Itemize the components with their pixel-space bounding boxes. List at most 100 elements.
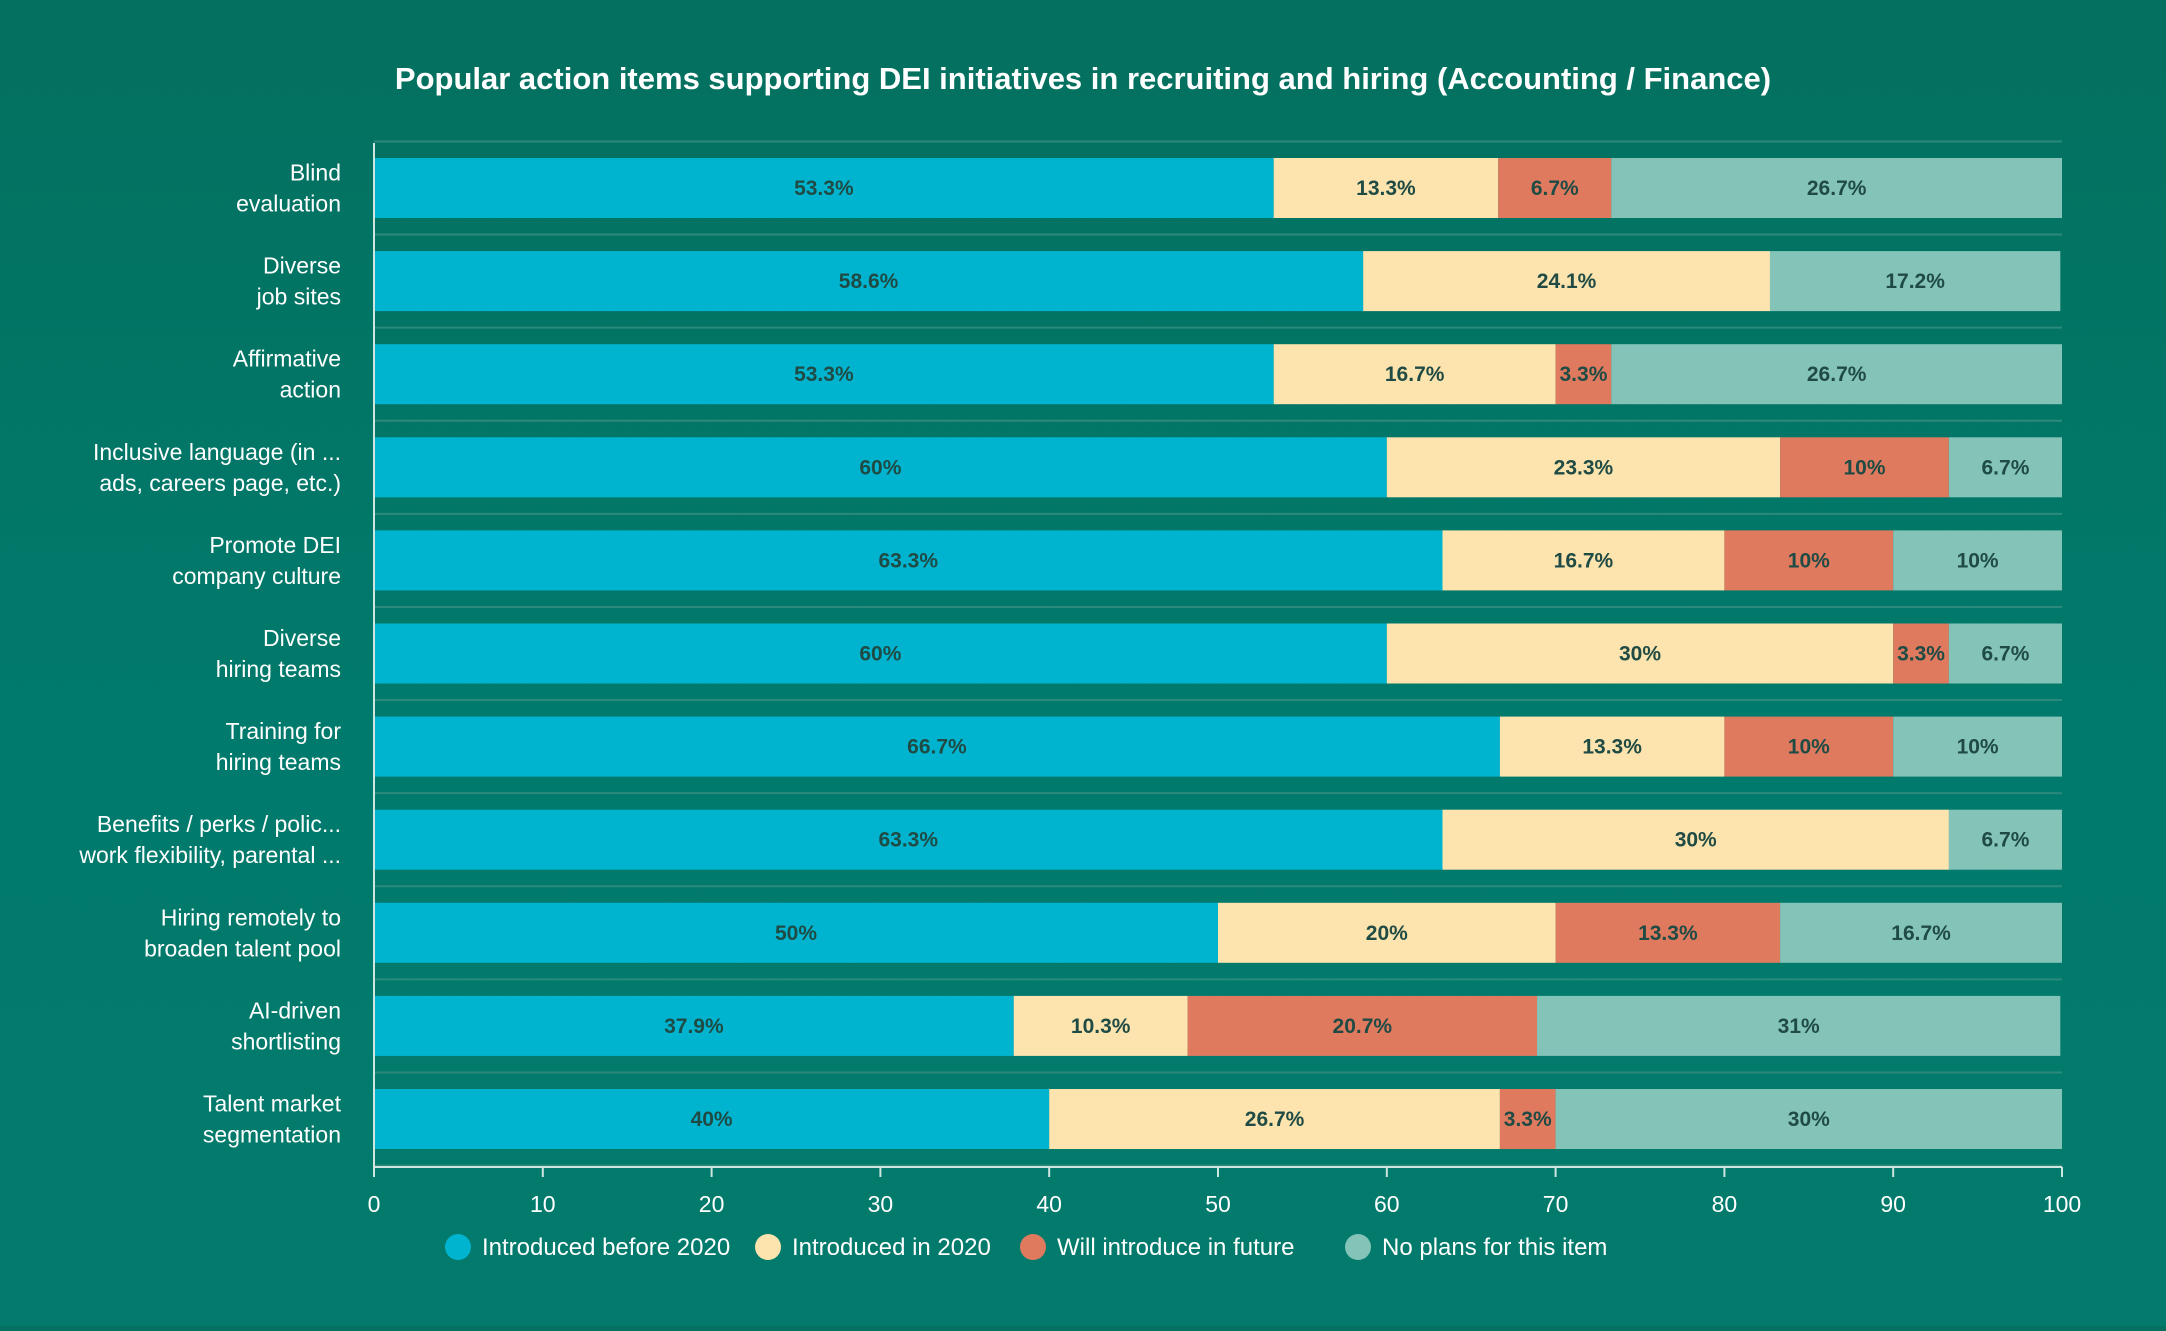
x-tick-label: 50	[1205, 1191, 1231, 1217]
bar-value-label: 13.3%	[1638, 922, 1698, 945]
category-label: Talent market segmentation	[203, 1091, 342, 1148]
bar-segment[interactable]	[1769, 251, 2061, 312]
bar-value-label: 10.3%	[1071, 1015, 1131, 1038]
bar-value-label: 50%	[775, 922, 817, 945]
bar-segment[interactable]	[1893, 530, 2062, 591]
bar-value-label: 3.3%	[1560, 363, 1608, 386]
category-label: AI-driven shortlisting	[231, 997, 341, 1054]
bar-segment[interactable]	[1049, 1089, 1500, 1149]
bar-value-label: 26.7%	[1245, 1108, 1305, 1131]
bar-value-label: 17.2%	[1885, 270, 1945, 293]
bar-segment[interactable]	[1273, 158, 1499, 218]
bar-segment[interactable]	[1386, 623, 1894, 684]
bar-value-label: 31%	[1778, 1015, 1820, 1038]
bar-value-label: 6.7%	[1982, 643, 2030, 666]
bar-segment[interactable]	[1499, 1089, 1556, 1149]
bar-segment[interactable]	[1555, 902, 1781, 963]
bar-value-label: 60%	[859, 456, 901, 479]
chart-title: Popular action items supporting DEI init…	[395, 61, 1771, 96]
bar-value-label: 10%	[1788, 736, 1830, 759]
bar-segment[interactable]	[1218, 902, 1556, 963]
bar-segment[interactable]	[1273, 344, 1556, 405]
legend-swatch[interactable]	[445, 1234, 471, 1260]
bar-segment[interactable]	[374, 1089, 1050, 1149]
bar-segment[interactable]	[1442, 530, 1725, 591]
axes: 0 10 20 30 40 50 60 70 80 90 100	[368, 143, 2081, 1217]
category-label: Hiring remotely to broaden talent pool	[144, 904, 341, 961]
legend-swatch[interactable]	[755, 1234, 781, 1260]
bar-segment[interactable]	[1724, 716, 1894, 777]
bar-segment[interactable]	[1893, 623, 1949, 684]
bar-value-label: 63.3%	[878, 549, 938, 572]
category-label: Benefits / perks / polic... work flexibil…	[78, 811, 341, 868]
bar-segment[interactable]	[1363, 251, 1770, 312]
legend-label[interactable]: Will introduce in future	[1057, 1234, 1294, 1261]
bar-value-label: 66.7%	[907, 736, 967, 759]
bar-segment[interactable]	[374, 530, 1443, 591]
bar-segment[interactable]	[1611, 344, 2062, 405]
bar-segment[interactable]	[1187, 995, 1538, 1056]
bar-value-label: 6.7%	[1531, 177, 1579, 200]
bar-segment[interactable]	[1555, 1089, 2062, 1149]
legend-swatch[interactable]	[1345, 1234, 1371, 1260]
bar-segment[interactable]	[1780, 437, 1949, 498]
bar-segment[interactable]	[374, 344, 1274, 405]
bar-value-label: 6.7%	[1982, 456, 2030, 479]
category-label: Diverse job sites	[256, 253, 341, 310]
legend-swatch[interactable]	[1020, 1234, 1046, 1260]
bar-segment[interactable]	[374, 623, 1387, 684]
bar-segment[interactable]	[374, 158, 1274, 218]
bar-value-label: 53.3%	[794, 177, 854, 200]
bar-segment[interactable]	[1893, 716, 2062, 777]
category-label: Affirmative action	[233, 346, 341, 403]
bar-segment[interactable]	[1948, 437, 2062, 498]
x-tick-label: 40	[1036, 1191, 1062, 1217]
bar-segment[interactable]	[1948, 623, 2062, 684]
bar-segment[interactable]	[1499, 716, 1725, 777]
bar-value-label: 13.3%	[1582, 736, 1642, 759]
bar-value-label: 3.3%	[1897, 643, 1945, 666]
bar-value-labels: 53.3% 13.3% 6.7% 26.7% 58.6% 24.1% 17.2% 53.3% 1…	[664, 177, 2030, 1131]
bar-value-label: 3.3%	[1504, 1108, 1552, 1131]
bar-segment[interactable]	[374, 902, 1218, 963]
bar-segment[interactable]	[1442, 809, 1949, 870]
bars	[374, 158, 2062, 1149]
bar-segment[interactable]	[374, 437, 1387, 498]
bar-value-label: 37.9%	[664, 1015, 724, 1038]
legend-label[interactable]: Introduced before 2020	[482, 1234, 730, 1261]
bar-value-label: 13.3%	[1356, 177, 1416, 200]
x-tick-label: 90	[1880, 1191, 1906, 1217]
x-tick-label: 60	[1374, 1191, 1400, 1217]
x-tick-label: 80	[1712, 1191, 1738, 1217]
bar-value-label: 40%	[691, 1108, 733, 1131]
gridlines	[374, 140, 2062, 1167]
bar-segment[interactable]	[1498, 158, 1612, 218]
bar-value-label: 23.3%	[1554, 456, 1614, 479]
bar-segment[interactable]	[1611, 158, 2062, 218]
bar-segment[interactable]	[1013, 995, 1188, 1056]
bar-segment[interactable]	[374, 995, 1014, 1056]
bar-value-label: 10%	[1788, 549, 1830, 572]
legend-label[interactable]: Introduced in 2020	[792, 1234, 991, 1261]
bar-value-label: 26.7%	[1807, 363, 1867, 386]
legend-label[interactable]: No plans for this item	[1382, 1234, 1607, 1261]
category-label: Training for hiring teams	[216, 718, 342, 775]
bar-value-label: 10%	[1957, 549, 1999, 572]
bar-segment[interactable]	[1780, 902, 2062, 963]
bar-segment[interactable]	[374, 716, 1500, 777]
bar-segment[interactable]	[1555, 344, 1612, 405]
bar-value-label: 60%	[859, 643, 901, 666]
bar-segment[interactable]	[374, 251, 1364, 312]
bar-segment[interactable]	[374, 809, 1443, 870]
category-label: Promote DEI company culture	[172, 532, 341, 589]
category-label: Inclusive language (in ... ads, careers p…	[93, 439, 341, 496]
bar-segment[interactable]	[1948, 809, 2062, 870]
bar-segment[interactable]	[1386, 437, 1781, 498]
bar-value-label: 30%	[1619, 643, 1661, 666]
category-labels: Blind evaluation Diverse job sites Affirmati…	[78, 160, 341, 1148]
bar-segment[interactable]	[1537, 995, 2061, 1056]
bar-segment[interactable]	[1724, 530, 1894, 591]
legend[interactable]: Introduced before 2020 Introduced in 2020…	[445, 1234, 1607, 1261]
